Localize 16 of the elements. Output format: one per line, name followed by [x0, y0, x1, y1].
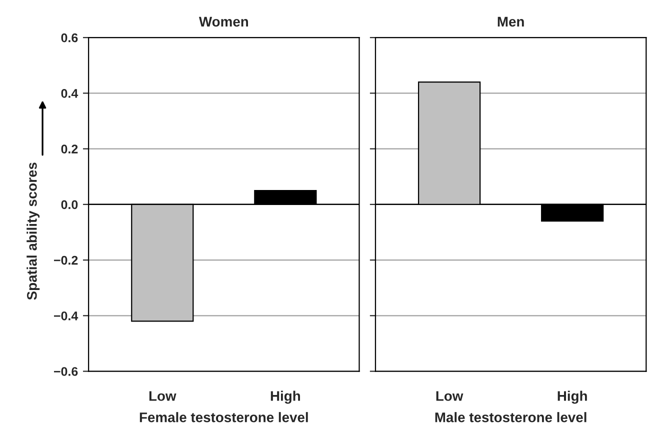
x-tick-label: Low — [149, 391, 176, 401]
y-tick-label: 0.6 — [61, 33, 78, 42]
y-tick-label: 0.0 — [61, 200, 78, 210]
x-axis-title: Female testosterone level — [140, 412, 308, 422]
chart-title: Men — [498, 16, 524, 27]
y-axis-title: Spatial ability scores — [26, 162, 40, 300]
y-tick-label: −0.2 — [54, 256, 78, 265]
x-tick-label: High — [558, 390, 587, 404]
x-tick-label: Low — [436, 391, 464, 401]
y-tick-label: −0.4 — [54, 311, 78, 320]
chart-title: Women — [198, 16, 248, 27]
y-tick-label: 0.4 — [61, 88, 78, 98]
y-tick-label: −0.6 — [54, 367, 78, 376]
x-axis-title: Male testosterone level — [435, 412, 586, 422]
y-tick-label: 0.2 — [61, 144, 78, 154]
x-tick-label: High — [270, 390, 300, 404]
